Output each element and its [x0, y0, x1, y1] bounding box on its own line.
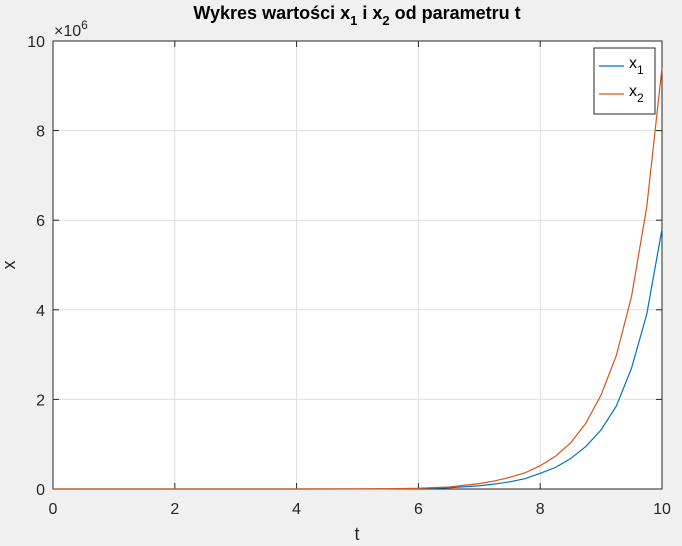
x-axis-label: t [354, 524, 359, 544]
y-tick-label: 0 [36, 482, 45, 499]
legend-sub-x2: 2 [637, 91, 644, 105]
legend-entry-x2: x2 [629, 83, 644, 105]
x-tick-label: 4 [292, 501, 301, 518]
x-tick-labels: 0 2 4 6 8 10 [49, 501, 671, 518]
x-tick-label: 8 [536, 501, 545, 518]
title-part-3: od parametru t [390, 3, 521, 23]
title-part-1: Wykres wartości x [193, 3, 350, 23]
legend-box [593, 47, 656, 115]
grid-lines [53, 41, 662, 489]
x-tick-label: 2 [170, 501, 179, 518]
series-line-x2 [53, 67, 663, 490]
x-tick-label: 10 [653, 501, 671, 518]
legend-name-x1: x [629, 55, 637, 72]
y-tick-label: 4 [36, 303, 45, 320]
legend-sub-x1: 1 [637, 63, 644, 77]
y-tick-label: 6 [36, 213, 45, 230]
ticks [52, 40, 663, 490]
series-lines [53, 67, 663, 490]
y-tick-label: 2 [36, 392, 45, 409]
x-tick-label: 0 [49, 501, 58, 518]
y-exponent-label: ×106 [54, 18, 88, 40]
y-tick-labels: 0 2 4 6 8 10 [27, 34, 45, 499]
y-axis-label: x [0, 261, 19, 270]
legend[interactable]: x1 x2 [593, 47, 656, 115]
y-exponent-base: ×10 [54, 23, 81, 40]
legend-name-x2: x [629, 83, 637, 100]
title-sub-1: 1 [350, 13, 357, 28]
legend-entry-x1: x1 [629, 55, 644, 77]
y-exponent-value: 6 [81, 18, 88, 32]
chart-title: Wykres wartości x1 i x2 od parametru t [193, 3, 520, 28]
title-part-2: i x [357, 3, 382, 23]
title-sub-2: 2 [382, 13, 389, 28]
plot-area [53, 41, 662, 489]
x-tick-label: 6 [414, 501, 423, 518]
y-tick-label: 10 [27, 34, 45, 51]
y-tick-label: 8 [36, 124, 45, 141]
